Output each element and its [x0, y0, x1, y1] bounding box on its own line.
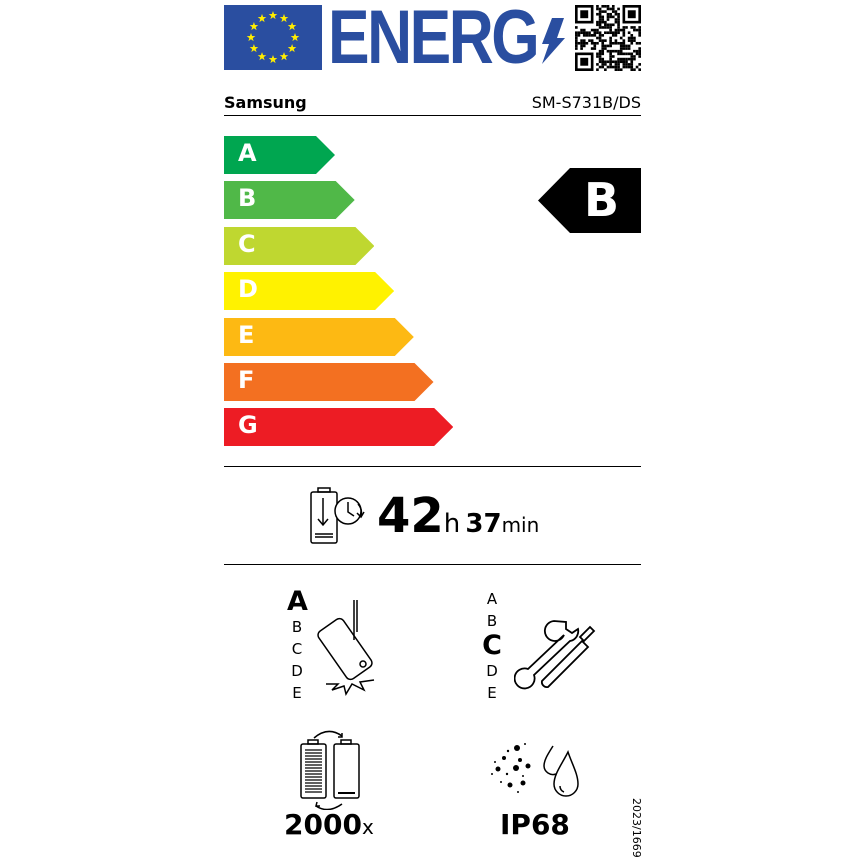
- repair-tools-icon: [514, 620, 596, 690]
- energy-class-e: E: [224, 317, 414, 356]
- energy-class-b: B: [224, 181, 355, 220]
- scale-class-a: A: [287, 586, 308, 617]
- class-arrow-icon: [224, 226, 375, 265]
- class-letter: A: [238, 139, 257, 167]
- energy-class-f: F: [224, 363, 434, 401]
- scale-class-b: B: [291, 618, 303, 636]
- divider: [224, 564, 641, 565]
- phone-drop-icon: [317, 600, 375, 696]
- divider: [224, 115, 641, 116]
- class-letter: F: [238, 366, 255, 394]
- class-letter: D: [238, 275, 258, 304]
- rating-letter: B: [584, 173, 620, 227]
- class-arrow-icon: [224, 363, 434, 401]
- class-arrow-icon: [224, 181, 355, 220]
- class-letter: B: [238, 184, 257, 213]
- energy-logo: ENERG: [328, 0, 540, 80]
- eu-stars-icon: [246, 11, 300, 64]
- lightning-icon: [542, 18, 565, 64]
- energy-class-c: C: [224, 226, 375, 265]
- energy-class-d: D: [224, 272, 395, 311]
- battery-endurance-value: 42h 37min: [377, 488, 540, 544]
- qr-code-icon[interactable]: [575, 5, 641, 71]
- energy-class-a: A: [224, 136, 335, 174]
- class-arrow-icon: [224, 408, 454, 447]
- class-arrow-icon: [224, 136, 335, 174]
- class-letter: E: [238, 320, 255, 349]
- scale-class-a: A: [486, 590, 498, 608]
- scale-class-b: B: [486, 612, 498, 630]
- scale-class-e: E: [292, 684, 302, 702]
- scale-class-d: D: [291, 662, 303, 680]
- class-arrow-icon: [224, 317, 414, 356]
- battery-cycles-icon: [300, 730, 360, 810]
- scale-class-d: D: [486, 662, 498, 680]
- battery-cycles-value: 2000x: [284, 808, 374, 841]
- brand-name: Samsung: [224, 93, 307, 112]
- class-arrow-icon: [224, 272, 395, 311]
- regulation-number: 2023/1669: [630, 798, 643, 858]
- rating-arrow-icon: [538, 168, 641, 233]
- dust-water-icon: [491, 743, 579, 797]
- divider: [224, 466, 641, 467]
- energy-rating-indicator: B: [538, 168, 641, 233]
- eu-flag-logo: [224, 5, 322, 70]
- scale-class-c: C: [482, 630, 502, 661]
- scale-class-e: E: [487, 684, 497, 702]
- scale-class-c: C: [291, 640, 303, 658]
- model-number: SM-S731B/DS: [531, 93, 641, 112]
- ip-rating: IP68: [500, 808, 570, 841]
- class-letter: C: [238, 229, 256, 258]
- battery-endurance-icon: [310, 487, 365, 544]
- energy-class-g: G: [224, 408, 454, 447]
- class-letter: G: [238, 411, 258, 440]
